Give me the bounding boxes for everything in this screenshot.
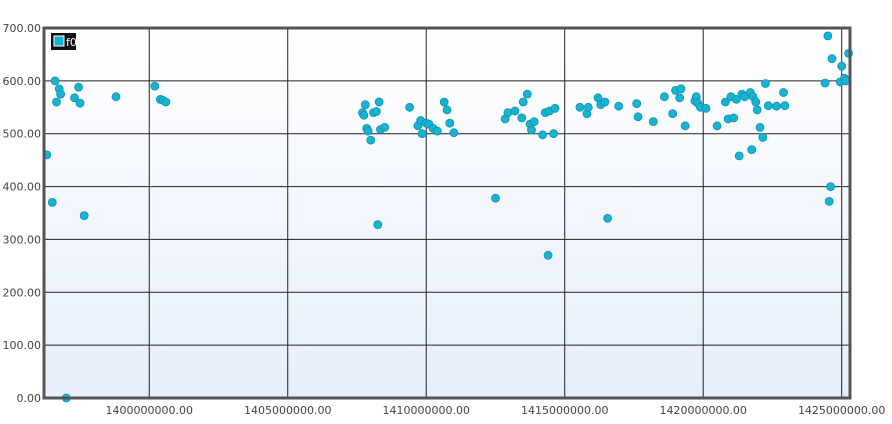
data-point (701, 103, 711, 113)
data-point (491, 193, 500, 203)
data-point (47, 197, 57, 207)
data-point (366, 135, 376, 145)
data-point (755, 123, 765, 132)
data-point (518, 97, 528, 107)
data-point (680, 121, 690, 131)
data-point (668, 109, 678, 118)
y-tick-label: 600.00 (3, 75, 42, 88)
data-point (648, 117, 658, 126)
data-point (575, 102, 585, 112)
data-point (761, 79, 770, 88)
data-point (758, 132, 768, 142)
data-point (543, 250, 553, 260)
y-tick-label: 0.00 (17, 392, 42, 405)
x-tick-labels: 1400000000.00 1405000000.00 1410000000.00 1… (106, 404, 886, 417)
data-point (823, 31, 833, 41)
data-point (732, 95, 741, 104)
y-tick-label: 700.00 (3, 22, 42, 35)
data-point (52, 97, 61, 107)
data-point (827, 54, 837, 64)
data-point (600, 97, 610, 107)
data-point (374, 97, 384, 107)
data-point (111, 92, 121, 102)
legend-label: f0 (66, 36, 77, 49)
data-point (660, 92, 669, 102)
data-point (360, 100, 370, 109)
data-point (417, 129, 427, 139)
x-tick-label: 1410000000.00 (382, 404, 469, 417)
data-point (150, 81, 160, 91)
grid-lines (44, 28, 850, 398)
data-point (445, 118, 455, 128)
data-point (373, 220, 383, 230)
data-point (380, 123, 390, 132)
legend-swatch (53, 35, 65, 47)
data-point (632, 99, 642, 108)
plot-background (44, 28, 850, 398)
data-point (826, 182, 835, 192)
data-point (752, 105, 762, 115)
data-point (721, 97, 730, 107)
data-point (439, 97, 449, 107)
data-point (729, 113, 739, 123)
x-tick-label: 1405000000.00 (244, 404, 331, 417)
data-point (56, 89, 65, 99)
data-point (676, 84, 686, 94)
x-tick-label: 1400000000.00 (106, 404, 193, 417)
data-point (527, 125, 536, 135)
y-tick-label: 400.00 (3, 181, 42, 194)
data-point (614, 101, 624, 111)
data-point (359, 110, 369, 120)
data-point (780, 101, 790, 111)
data-point (747, 145, 757, 155)
data-point (583, 102, 593, 112)
data-point (633, 112, 643, 122)
y-tick-label: 500.00 (3, 128, 42, 141)
data-point (529, 117, 539, 126)
data-point (603, 213, 612, 223)
legend: f0 (51, 33, 77, 50)
data-point (432, 126, 442, 136)
data-point (449, 128, 459, 138)
data-point (70, 93, 79, 103)
data-point (712, 121, 722, 131)
data-point (751, 97, 761, 107)
data-point (510, 106, 520, 116)
data-point (405, 102, 415, 112)
data-point (50, 76, 60, 86)
y-tick-labels: 0.00 100.00 200.00 300.00 400.00 500.00 600.00… (3, 22, 42, 405)
data-point (161, 97, 171, 107)
data-point (820, 78, 830, 88)
x-tick-label: 1425000000.00 (798, 404, 885, 417)
data-point (517, 113, 527, 123)
data-point (549, 129, 558, 139)
data-point (442, 105, 452, 115)
data-point (837, 61, 847, 71)
data-point (363, 126, 373, 136)
y-tick-label: 100.00 (3, 339, 42, 352)
y-tick-label: 300.00 (3, 233, 42, 246)
data-point (74, 82, 83, 92)
data-point (763, 101, 773, 111)
plot-frame (42, 26, 852, 400)
data-point (675, 93, 685, 103)
data-point (522, 89, 532, 99)
data-point (538, 130, 547, 140)
data-point (79, 211, 89, 221)
data-point (734, 151, 744, 161)
data-point (75, 98, 85, 108)
y-tick-label: 200.00 (3, 286, 42, 299)
data-point (779, 88, 788, 97)
data-point (824, 196, 834, 206)
data-point (371, 107, 381, 116)
x-tick-label: 1415000000.00 (521, 404, 608, 417)
data-point (550, 103, 560, 113)
data-point (772, 101, 781, 111)
x-tick-label: 1420000000.00 (659, 404, 746, 417)
